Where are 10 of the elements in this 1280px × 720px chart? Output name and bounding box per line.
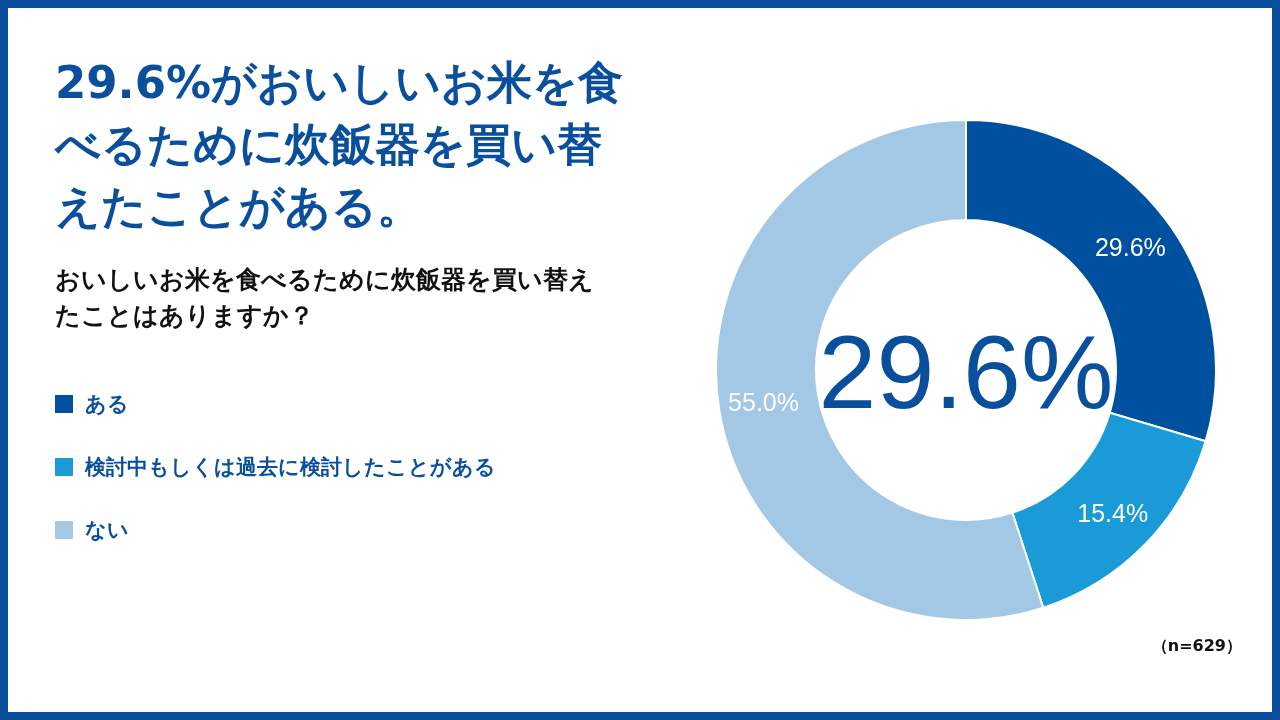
legend-label: 検討中もしくは過去に検討したことがある [85, 454, 496, 481]
chart-title: 29.6%がおいしいお米を食べるために炊飯器を買い替えたことがある。 [55, 55, 625, 235]
text: （n=629） [1151, 636, 1242, 657]
legend-label: ある [85, 391, 129, 418]
text: おいしいお米を食べるために炊飯器を買い替えたことはありますか？ [55, 264, 595, 332]
data-label: 55.0% [728, 388, 799, 417]
text: 29.6% [818, 314, 1114, 430]
data-label: 29.6% [1094, 233, 1166, 262]
data-label: 15.4% [1077, 499, 1149, 528]
legend-label: ない [85, 517, 129, 544]
